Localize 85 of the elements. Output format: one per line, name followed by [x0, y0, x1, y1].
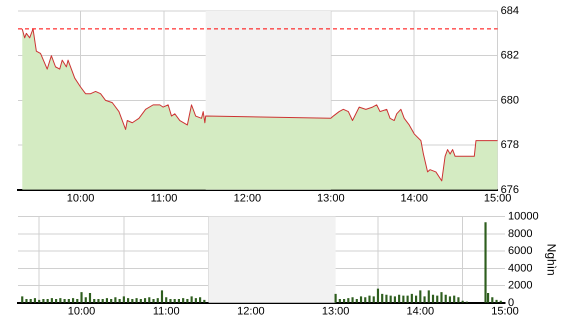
bar [46, 299, 49, 303]
bar [80, 292, 83, 303]
x-tick-label: 10:00 [66, 192, 94, 204]
bar [169, 299, 172, 303]
bar [118, 299, 121, 303]
bar [415, 296, 418, 303]
bar [194, 298, 197, 303]
x-tick-label: 11:00 [152, 305, 180, 318]
y-tick-label: 680 [500, 94, 520, 106]
bar [372, 296, 375, 303]
bar [38, 300, 40, 303]
bar [34, 298, 36, 303]
bar [174, 299, 176, 303]
x-tick-label: 12:00 [237, 305, 265, 318]
bar [419, 290, 422, 303]
bar [338, 299, 341, 303]
bar [97, 299, 100, 303]
bar [491, 297, 494, 303]
bar [356, 299, 358, 303]
bar [156, 298, 159, 303]
bar [131, 299, 134, 303]
bar [106, 298, 108, 303]
bar [152, 299, 155, 303]
x-tick-label: 13:00 [322, 305, 350, 318]
bar [76, 299, 78, 303]
x-tick-label: 12:00 [234, 192, 262, 204]
bar [42, 299, 44, 303]
bar [140, 299, 142, 303]
x-tick-label: 13:00 [317, 192, 345, 204]
bar [55, 299, 58, 303]
bar [381, 294, 384, 303]
y-tick-label: 6000 [508, 245, 532, 258]
bar [368, 296, 371, 303]
bar [484, 222, 487, 303]
x-tick-label: 11:00 [150, 192, 178, 204]
bar [376, 288, 380, 303]
bar [110, 299, 112, 303]
y-tick-label: 4000 [508, 262, 532, 274]
bar [347, 298, 350, 303]
x-tick-label: 14:00 [406, 305, 434, 318]
bar [440, 292, 443, 303]
bar [406, 296, 409, 303]
bar [135, 298, 138, 303]
y-tick-label: 678 [500, 139, 520, 152]
bar [402, 296, 404, 303]
bar [165, 297, 168, 303]
y-tick-label: 684 [500, 5, 520, 18]
bar [64, 299, 66, 303]
x-tick-label: 14:00 [400, 192, 428, 204]
bar [88, 292, 92, 303]
bar [453, 296, 456, 303]
bar [343, 299, 346, 303]
bar [178, 299, 180, 303]
bar [398, 294, 400, 303]
y-tick-label: 2000 [508, 280, 532, 292]
x-tick-label: 15:00 [491, 305, 519, 318]
x-tick-label: 10:00 [68, 305, 96, 318]
bar [25, 299, 28, 303]
bar [144, 298, 146, 303]
bar [50, 298, 53, 303]
bar [93, 299, 96, 303]
bar [364, 297, 366, 303]
y-tick-label: 10000 [508, 210, 539, 223]
bar [30, 299, 32, 303]
bar [148, 297, 150, 303]
bar [444, 294, 447, 303]
bar [436, 296, 438, 303]
bar [21, 296, 24, 303]
bar [182, 298, 184, 303]
bar [428, 290, 430, 303]
bar [186, 299, 188, 303]
bar [432, 294, 434, 303]
bar [72, 298, 74, 303]
bar [68, 299, 70, 303]
y-tick-label: 8000 [508, 228, 532, 240]
y-tick-label: 682 [500, 50, 520, 62]
x-tick-label: 15:00 [484, 192, 512, 204]
y-axis-title: Nghìn [544, 244, 558, 276]
bar [390, 296, 392, 303]
bar [59, 298, 62, 303]
bar [102, 299, 104, 303]
bar [127, 298, 130, 303]
bar [84, 297, 87, 303]
bar [385, 294, 388, 303]
bar [160, 290, 164, 303]
